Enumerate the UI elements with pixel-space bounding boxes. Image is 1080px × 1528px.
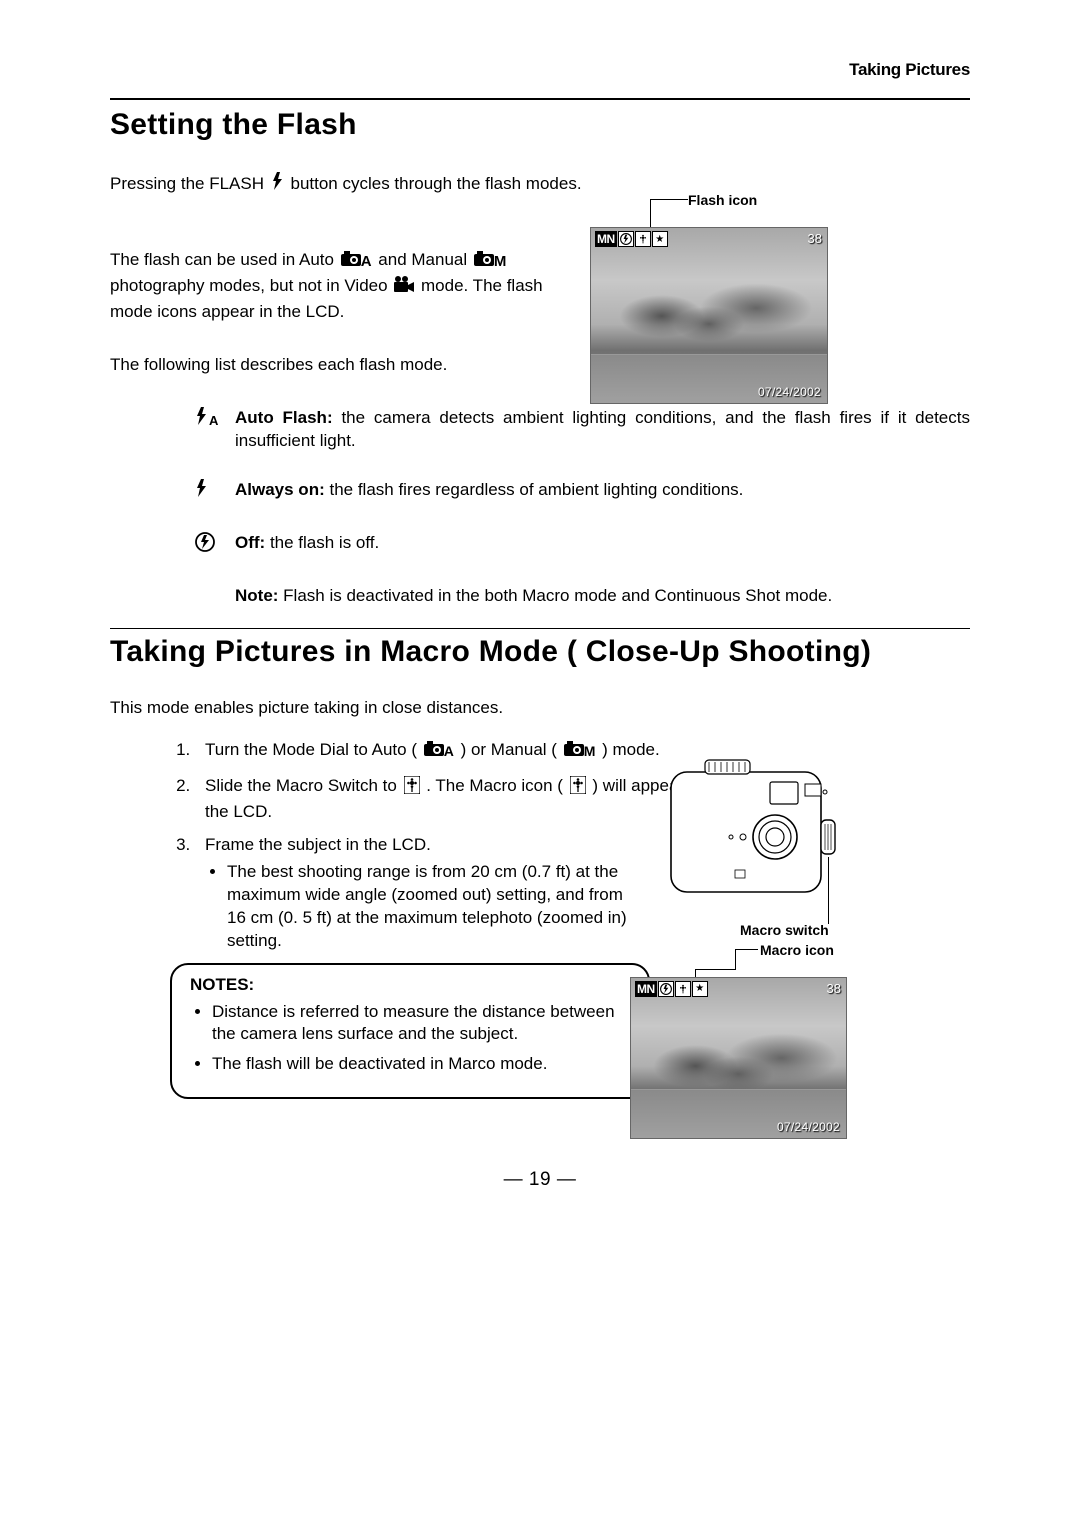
macro-steps: Turn the Mode Dial to Auto ( A ) or Manu… xyxy=(165,739,725,953)
lcd2-flash-off-icon xyxy=(658,981,674,997)
video-icon xyxy=(394,276,414,301)
lcd-preview-flash: MN ★ 38 07/24/2002 xyxy=(590,227,828,404)
macro-lcd-icon xyxy=(570,776,586,801)
lcd2-date: 07/24/2002 xyxy=(777,1120,840,1134)
lcd-flash-off-icon xyxy=(618,231,634,247)
lcd-quality-icon: ★ xyxy=(652,231,668,247)
callout-mi-v xyxy=(735,949,736,969)
flash-mode-auto: A Auto Flash: the camera detects ambient… xyxy=(195,407,970,453)
callout-line-h xyxy=(650,199,688,200)
lcd2-macro-icon xyxy=(675,981,691,997)
lcd-macro-icon xyxy=(635,231,651,247)
section1-title: Setting the Flash xyxy=(110,108,970,142)
lcd-mode-label: MN xyxy=(595,231,617,247)
step-3: Frame the subject in the LCD. The best s… xyxy=(195,834,725,953)
auto-flash-icon: A xyxy=(195,407,235,434)
lcd2-quality-icon: ★ xyxy=(692,981,708,997)
lcd-date: 07/24/2002 xyxy=(758,385,821,399)
intro-text-1: Pressing the FLASH xyxy=(110,174,269,193)
camera-m-icon-2: M xyxy=(564,740,596,765)
flash-bolt-icon xyxy=(271,172,284,199)
flash-mode-off: Off: the flash is off. xyxy=(195,532,970,559)
lcd2-count: 38 xyxy=(827,981,841,996)
callout-flash-icon-label: Flash icon xyxy=(688,192,757,208)
flash-note: Note: Flash is deactivated in the both M… xyxy=(235,585,970,608)
step-3-bullet: The best shooting range is from 20 cm (0… xyxy=(227,861,627,953)
flash-off-icon xyxy=(195,532,235,559)
callout-mi-h2 xyxy=(695,969,736,970)
step-2: Slide the Macro Switch to . The Macro ic… xyxy=(195,775,725,824)
camera-drawing xyxy=(665,752,845,917)
notes-item-1: Distance is referred to measure the dist… xyxy=(212,1001,630,1045)
rule-sec2 xyxy=(110,628,970,629)
notes-header: NOTES: xyxy=(190,975,630,995)
notes-box: NOTES: Distance is referred to measure t… xyxy=(170,963,650,1099)
section1-intro: Pressing the FLASH button cycles through… xyxy=(110,172,970,199)
macro-switch-icon xyxy=(404,776,420,801)
section1-p2: The flash can be used in Auto A and Manu… xyxy=(110,249,570,324)
camera-a-icon: A xyxy=(341,250,372,275)
flash-mode-always-on: Always on: the flash fires regardless of… xyxy=(195,479,970,506)
camera-a-icon-2: A xyxy=(424,740,454,765)
section2-title: Taking Pictures in Macro Mode ( Close-Up… xyxy=(110,635,970,669)
section1-p3: The following list describes each flash … xyxy=(110,354,970,377)
intro-text-2: button cycles through the flash modes. xyxy=(290,174,581,193)
callout-macro-switch: Macro switch xyxy=(740,922,829,938)
lcd-preview-macro: MN ★ 38 07/24/2002 xyxy=(630,977,847,1139)
camera-m-icon: M xyxy=(474,250,507,275)
notes-item-2: The flash will be deactivated in Marco m… xyxy=(212,1053,630,1075)
lcd2-status-bar: MN ★ xyxy=(635,981,708,997)
rule-top xyxy=(110,98,970,100)
lcd-count: 38 xyxy=(808,231,822,246)
callout-ms-line xyxy=(828,857,829,924)
section2-intro: This mode enables picture taking in clos… xyxy=(110,697,970,720)
chapter-label: Taking Pictures xyxy=(110,60,970,80)
step-1: Turn the Mode Dial to Auto ( A ) or Manu… xyxy=(195,739,725,765)
lcd-status-bar: MN ★ xyxy=(595,231,668,247)
always-on-icon xyxy=(195,479,235,506)
callout-mi-h xyxy=(735,949,758,950)
lcd2-mode-label: MN xyxy=(635,981,657,997)
callout-macro-icon: Macro icon xyxy=(760,942,834,958)
page-number: — 19 — xyxy=(110,1169,970,1191)
